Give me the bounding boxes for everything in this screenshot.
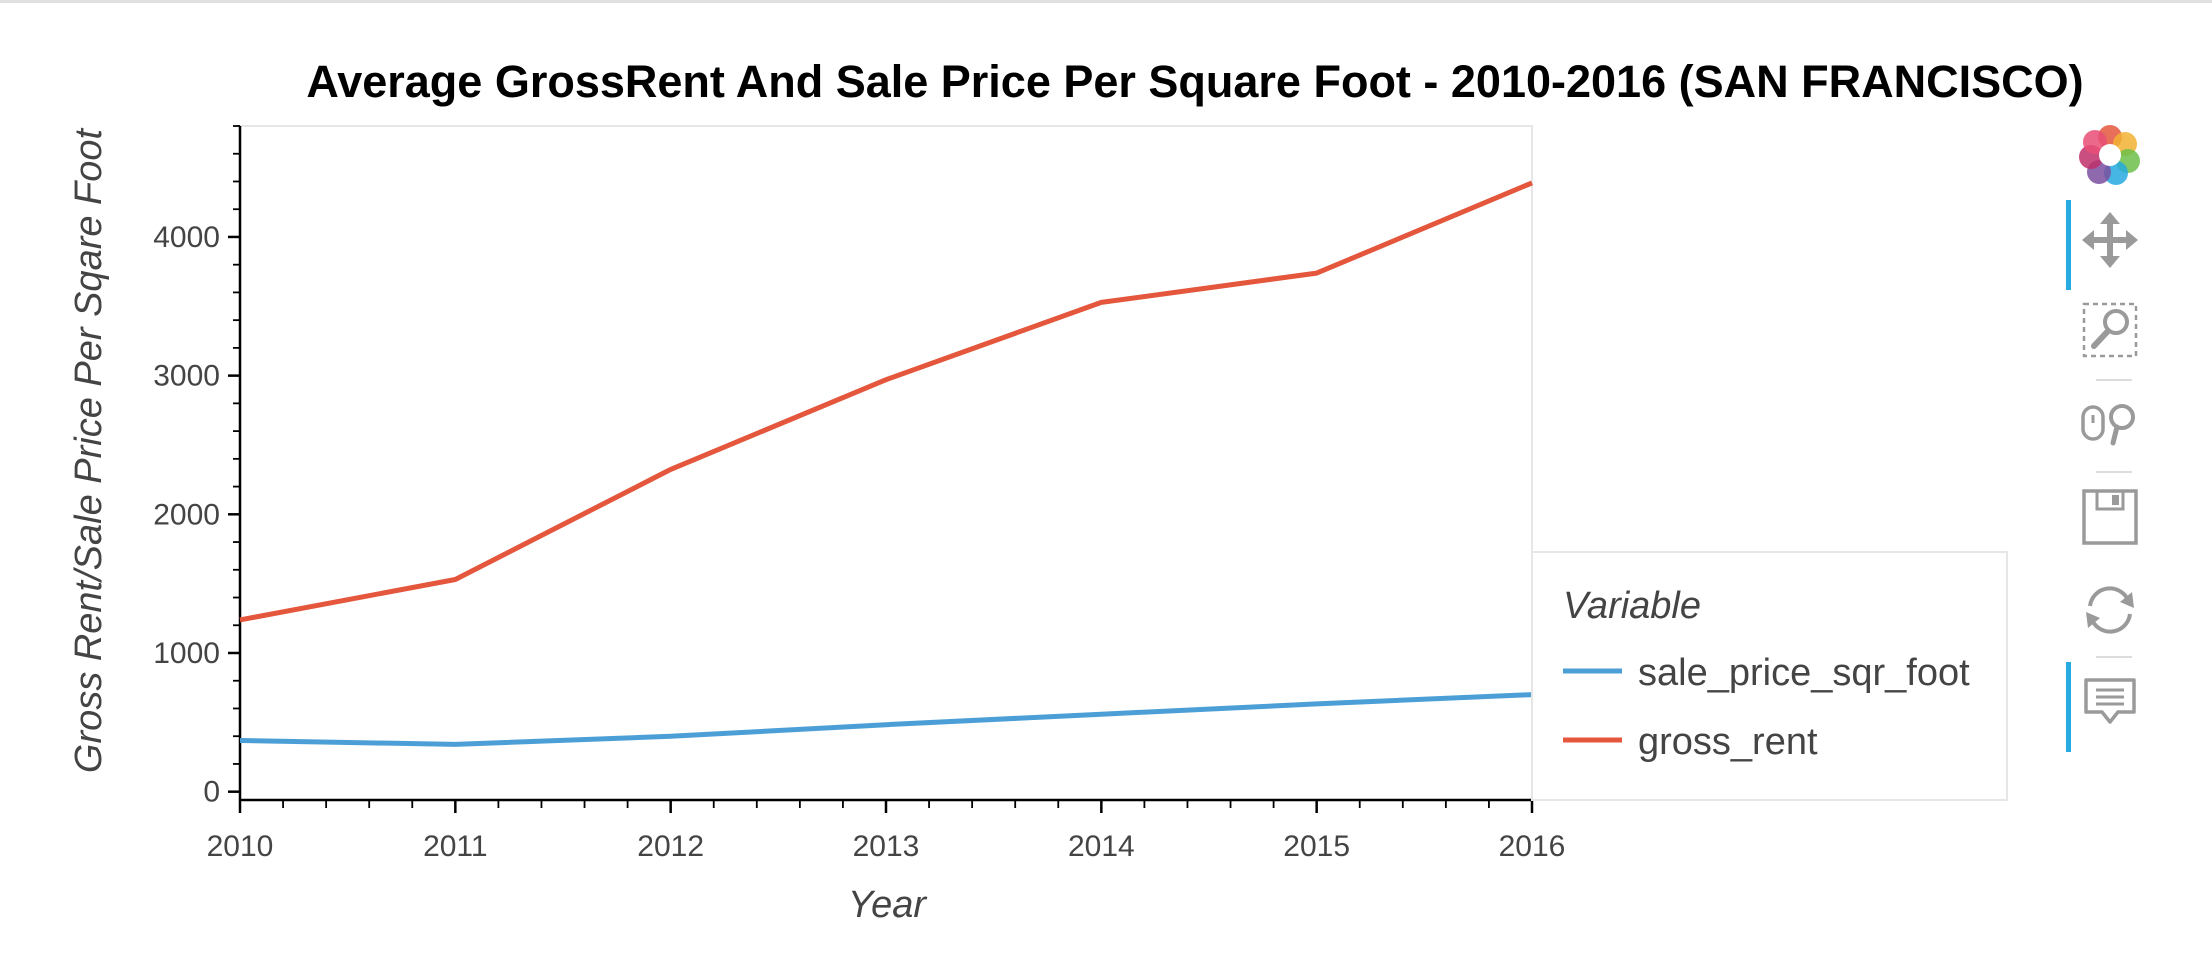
bokeh-logo-icon[interactable] [2060,115,2160,195]
legend-item-sale_price_sqr_foot: sale_price_sqr_foot [1638,652,1970,694]
data-point-gross_rent[interactable] [1311,267,1323,279]
data-point-sale_price_sqr_foot[interactable] [234,735,246,747]
hover-icon [2084,678,2136,724]
x-tick-label: 2011 [423,830,488,863]
data-point-gross_rent[interactable] [880,374,892,386]
toolbar-separator [2096,656,2132,658]
data-point-sale_price_sqr_foot[interactable] [449,738,461,750]
series-group [234,177,1538,750]
pan-tool[interactable] [2060,200,2160,290]
data-point-gross_rent[interactable] [234,614,246,626]
toolbar [2060,115,2170,755]
x-tick-label: 2014 [1068,830,1135,863]
data-point-gross_rent[interactable] [449,573,461,585]
save-tool[interactable] [2060,477,2160,557]
x-tick-label: 2010 [207,830,274,863]
y-tick-label: 4000 [153,221,220,254]
x-axis-label: Year [848,884,928,926]
pan-icon [2082,212,2138,268]
data-point-sale_price_sqr_foot[interactable] [1095,708,1107,720]
y-tick-label: 3000 [153,360,220,393]
reset-tool[interactable] [2060,570,2160,650]
hover-tool[interactable] [2060,662,2160,752]
legend: Variable sale_price_sqr_foot gross_rent [1531,551,2008,801]
save-icon [2082,489,2138,545]
chart-title: Average GrossRent And Sale Price Per Squ… [306,56,2083,107]
data-point-sale_price_sqr_foot[interactable] [1311,698,1323,710]
data-point-gross_rent[interactable] [1095,296,1107,308]
toolbar-separator [2096,379,2132,381]
data-point-gross_rent[interactable] [665,463,677,475]
top-border [0,0,2212,3]
box-zoom-tool[interactable] [2060,290,2160,370]
legend-title: Variable [1563,585,1701,627]
y-tick-label: 2000 [153,498,220,531]
legend-item-gross_rent: gross_rent [1638,721,1818,763]
data-point-sale_price_sqr_foot[interactable] [665,730,677,742]
data-point-sale_price_sqr_foot[interactable] [880,719,892,731]
reset-icon [2086,586,2134,634]
axes: 0 1000 2000 3000 4000 2010 2011 2012 2013 2014 201… [153,125,1566,863]
series-line-sale_price_sqr_foot[interactable] [239,692,1533,747]
x-tick-label: 2015 [1283,830,1350,863]
legend-box [1531,551,2008,801]
plot-frame [239,125,1533,801]
wheel-zoom-tool[interactable] [2060,383,2160,463]
y-tick-label: 0 [203,776,220,809]
toolbar-separator [2096,471,2132,473]
x-tick-label: 2016 [1499,830,1566,863]
wheel-zoom-icon [2081,404,2135,446]
series-line-gross_rent[interactable] [239,180,1533,623]
box-zoom-icon [2082,302,2138,358]
y-axis-label: Gross Rent/Sale Price Per Sqare Foot [68,127,110,773]
data-point-gross_rent[interactable] [1526,177,1538,189]
x-tick-label: 2013 [853,830,920,863]
x-tick-label: 2012 [637,830,704,863]
y-tick-label: 1000 [153,637,220,670]
